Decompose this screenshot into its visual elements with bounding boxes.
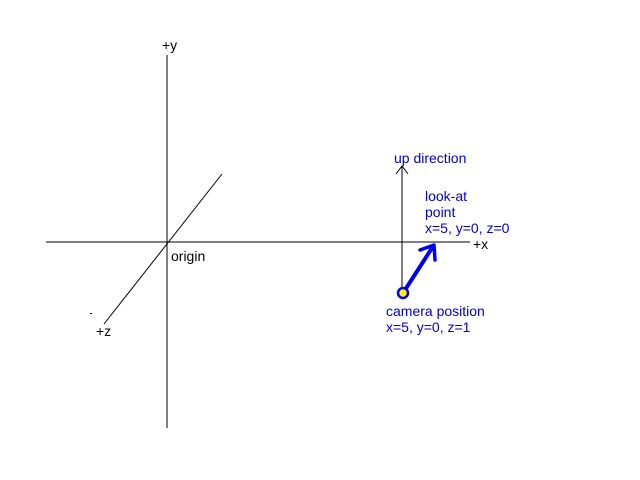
y-axis-label: +y	[162, 37, 177, 53]
up-direction-label: up direction	[394, 150, 466, 166]
look-at-label-line2: point	[425, 204, 455, 220]
origin-label: origin	[171, 248, 205, 264]
look-at-coords: x=5, y=0, z=0	[425, 220, 510, 236]
z-axis-tick	[90, 313, 92, 314]
z-axis-label: +z	[96, 323, 111, 339]
camera-position-label: camera position	[386, 303, 485, 319]
view-direction-arrow-line	[403, 246, 434, 292]
view-direction-arrowhead	[418, 243, 437, 262]
camera-position-coords: x=5, y=0, z=1	[386, 319, 471, 335]
up-vector-arrowhead	[395, 165, 409, 175]
z-axis-line	[103, 173, 223, 325]
x-axis-label: +x	[473, 236, 488, 252]
look-at-label-line1: look-at	[425, 188, 467, 204]
camera-position-marker	[396, 286, 410, 300]
